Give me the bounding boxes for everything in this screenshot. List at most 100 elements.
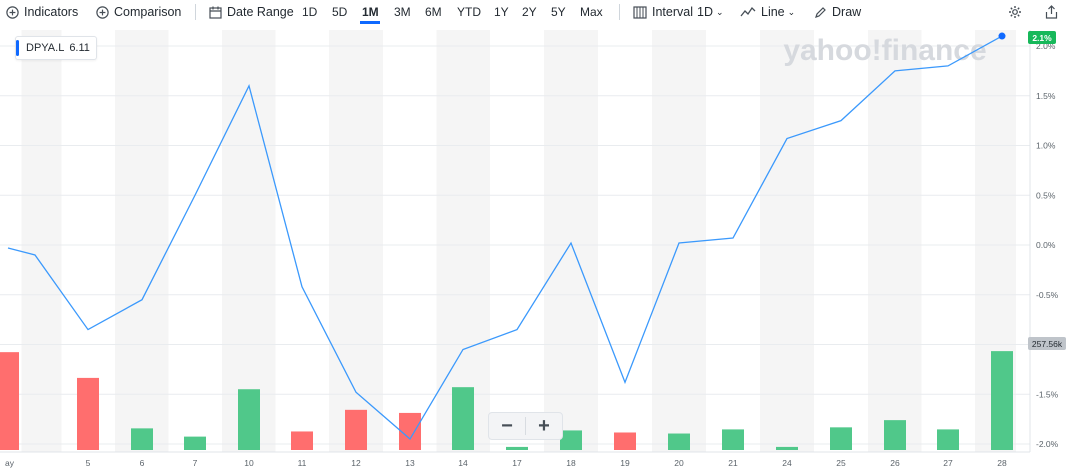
volume-bar	[722, 429, 744, 450]
x-tick-label: 19	[620, 458, 630, 468]
comparison-button[interactable]: Comparison	[96, 4, 181, 20]
x-tick-label: 24	[782, 458, 792, 468]
volume-bar	[884, 420, 906, 450]
x-tick-label: 14	[458, 458, 468, 468]
volume-bar	[184, 436, 206, 450]
volume-bar	[506, 446, 528, 450]
volume-bar	[77, 377, 99, 450]
x-tick-label: 25	[836, 458, 846, 468]
background-band	[760, 30, 814, 452]
interval-label: Interval	[652, 5, 693, 19]
volume-bar	[614, 432, 636, 450]
indicators-button[interactable]: Indicators	[6, 4, 78, 20]
zoom-controls: − +	[488, 412, 563, 440]
y-tick-label: -2.0%	[1036, 439, 1059, 449]
date-range-button[interactable]: Date Range	[209, 4, 294, 20]
volume-bar	[560, 430, 582, 450]
x-tick-label: 26	[890, 458, 900, 468]
range-max[interactable]: Max	[580, 5, 603, 19]
interval-value: 1D	[697, 5, 713, 19]
y-tick-label: 2.0%	[1036, 41, 1056, 51]
range-2y[interactable]: 2Y	[522, 5, 537, 19]
plus-circle-icon	[6, 5, 19, 19]
range-3m[interactable]: 3M	[394, 5, 411, 19]
plus-circle-icon	[96, 5, 109, 19]
range-5d[interactable]: 5D	[332, 5, 348, 19]
volume-bar	[0, 352, 19, 450]
range-ytd[interactable]: YTD	[457, 5, 481, 19]
range-1y[interactable]: 1Y	[494, 5, 509, 19]
background-band	[329, 30, 383, 452]
x-tick-label: 11	[298, 458, 307, 468]
x-tick-label: 6	[140, 458, 145, 468]
active-range-indicator	[360, 21, 380, 24]
background-band	[21, 30, 62, 452]
volume-label: 257.56k	[1032, 339, 1063, 349]
volume-bar	[830, 427, 852, 450]
comparison-label: Comparison	[114, 5, 182, 19]
volume-bar	[776, 446, 798, 450]
volume-bar	[291, 431, 313, 450]
x-tick-label: 10	[244, 458, 254, 468]
background-band	[544, 30, 598, 452]
y-tick-label: 0.0%	[1036, 240, 1056, 250]
range-5y[interactable]: 5Y	[551, 5, 566, 19]
price-line	[7, 35, 1003, 441]
pencil-icon	[814, 6, 827, 19]
x-tick-label: 21	[728, 458, 738, 468]
last-value-badge	[1028, 31, 1056, 45]
chart-type-label: Line	[761, 5, 785, 19]
x-tick-label: 12	[351, 458, 361, 468]
toolbar-divider	[195, 4, 196, 20]
y-tick-label: -0.5%	[1036, 290, 1059, 300]
background-band	[222, 30, 276, 452]
share-button[interactable]	[1045, 4, 1058, 20]
share-icon	[1045, 5, 1058, 19]
x-tick-label: 5	[86, 458, 91, 468]
range-6m[interactable]: 6M	[425, 5, 442, 19]
y-tick-label: 1.5%	[1036, 91, 1056, 101]
volume-bar	[668, 433, 690, 450]
range-1m[interactable]: 1M	[362, 5, 379, 19]
zoom-in-button[interactable]: +	[538, 414, 550, 437]
symbol-legend[interactable]: DPYA.L 6.11	[15, 36, 97, 60]
gear-icon	[1008, 5, 1022, 19]
series-color-marker	[16, 40, 19, 56]
background-band	[868, 30, 922, 452]
y-tick-label: 1.0%	[1036, 141, 1056, 151]
yahoo-finance-watermark: yahoo!finance	[783, 34, 986, 67]
x-tick-label: 17	[512, 458, 522, 468]
x-tick-label: 18	[566, 458, 576, 468]
legend-value: 6.11	[69, 42, 90, 54]
volume-bar	[131, 428, 153, 450]
settings-button[interactable]	[1008, 4, 1022, 20]
range-1d[interactable]: 1D	[302, 5, 318, 19]
legend-symbol: DPYA.L	[26, 42, 65, 54]
toolbar-divider	[619, 4, 620, 20]
chart-toolbar: Indicators Comparison Date Range 1D 5D 1…	[0, 0, 1067, 24]
volume-bar	[238, 389, 260, 450]
volume-bar	[991, 351, 1013, 450]
background-band	[115, 30, 169, 452]
zoom-out-button[interactable]: −	[501, 414, 513, 437]
x-tick-label: 7	[193, 458, 198, 468]
background-band	[436, 30, 490, 452]
y-tick-label: 0.5%	[1036, 190, 1056, 200]
x-tick-label: 20	[674, 458, 684, 468]
volume-bar	[399, 412, 421, 450]
chart-type-dropdown[interactable]: Line ⌄	[740, 4, 795, 20]
interval-dropdown[interactable]: Interval 1D ⌄	[633, 4, 724, 20]
chevron-down-icon: ⌄	[715, 6, 724, 17]
draw-button[interactable]: Draw	[814, 4, 861, 20]
volume-bar	[937, 429, 959, 450]
x-tick-label: 28	[997, 458, 1007, 468]
draw-label: Draw	[832, 5, 862, 19]
line-chart-icon	[740, 6, 756, 18]
x-tick-label: 13	[405, 458, 415, 468]
volume-bar	[452, 387, 474, 450]
date-range-label: Date Range	[227, 5, 294, 19]
x-tick-label: 27	[943, 458, 953, 468]
last-price-dot	[998, 32, 1006, 40]
volume-bar	[345, 409, 367, 450]
